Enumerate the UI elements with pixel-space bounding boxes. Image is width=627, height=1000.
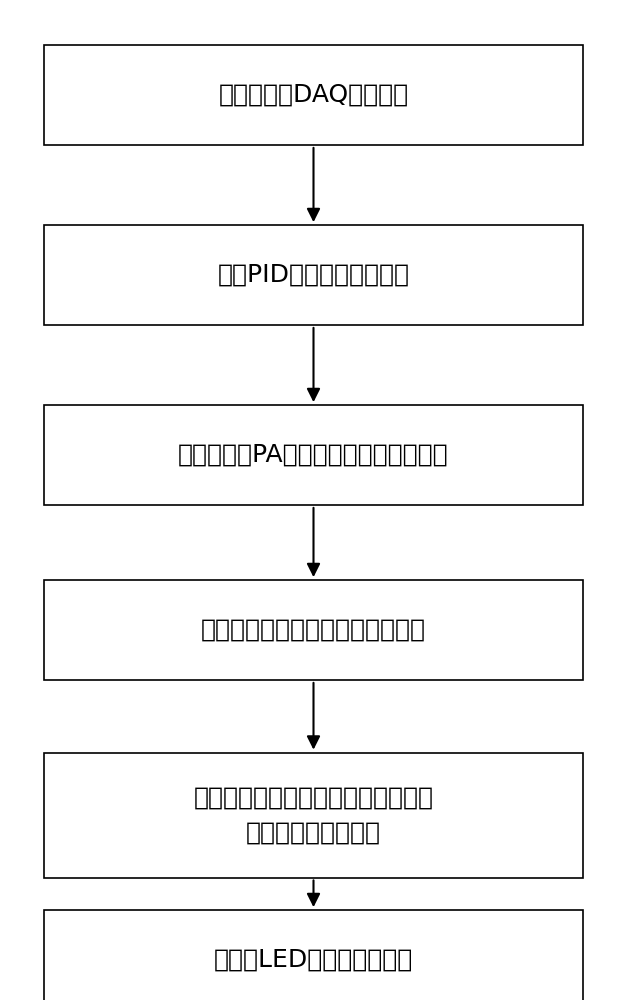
Bar [44, 910, 583, 1000]
Text: 反演出LED灯结温温度信息: 反演出LED灯结温温度信息 [214, 948, 413, 972]
Bar [44, 752, 583, 878]
Bar [44, 405, 583, 505]
Text: 数据采集卡DAQ输出信号: 数据采集卡DAQ输出信号 [218, 83, 409, 107]
Text: 功率放大器PA输出稳定放大倍数的信号: 功率放大器PA输出稳定放大倍数的信号 [178, 443, 449, 467]
Text: 激励亥姆霍兹线圈产生激励磁信号: 激励亥姆霍兹线圈产生激励磁信号 [201, 618, 426, 642]
Bar [44, 225, 583, 325]
Bar [44, 45, 583, 145]
Bar [44, 580, 583, 680]
Text: 探测线圈感应磁场变化转化成电信号
并进行谐波幅值提取: 探测线圈感应磁场变化转化成电信号 并进行谐波幅值提取 [194, 785, 433, 845]
Text: 数字PID反馈式预失真处理: 数字PID反馈式预失真处理 [218, 263, 409, 287]
